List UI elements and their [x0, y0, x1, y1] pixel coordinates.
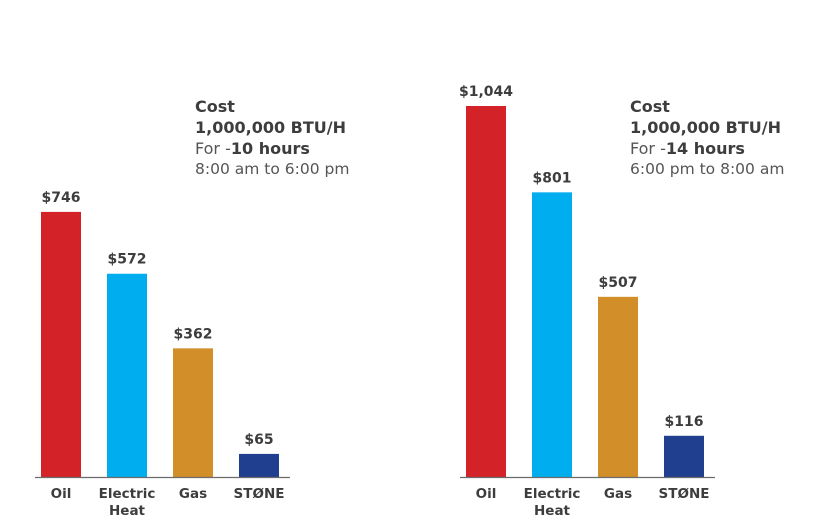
chart-10-hours: $746 Oil $572 Electric Heat $362 Gas $65 STØNE C… [0, 0, 380, 530]
value-label-gas: $362 [174, 326, 213, 342]
category-label-stone: STØNE [234, 486, 285, 502]
category-label-oil: Oil [476, 486, 497, 502]
bar-chart-14-hours: $1,044 Oil $801 Electric Heat $507 Gas $116 STØN… [459, 84, 715, 519]
duration-hours: 10 hours [230, 139, 310, 158]
chart-14-hours: $1,044 Oil $801 Electric Heat $507 Gas $116 STØN… [425, 0, 805, 530]
value-label-oil: $1,044 [459, 84, 513, 100]
cost-annotation: Cost 1,000,000 BTU/H For -14 hours 6:00 … [630, 96, 784, 180]
duration-hours: 14 hours [665, 139, 745, 158]
bar-stone [239, 453, 279, 477]
bar-oil [41, 211, 81, 477]
cost-annotation: Cost 1,000,000 BTU/H For -10 hours 8:00 … [195, 96, 349, 180]
annotation-title: Cost [195, 97, 235, 116]
bar-gas [598, 296, 638, 477]
annotation-duration: For -10 hours [195, 138, 349, 159]
category-label-stone: STØNE [659, 486, 710, 502]
annotation-title: Cost [630, 97, 670, 116]
value-label-electric-heat: $801 [533, 170, 572, 186]
duration-prefix: For - [195, 139, 231, 158]
annotation-time-range: 6:00 pm to 8:00 am [630, 160, 785, 178]
category-label-gas: Gas [179, 486, 207, 502]
bar-gas [173, 348, 213, 477]
value-label-oil: $746 [42, 190, 81, 206]
bar-oil [466, 106, 506, 477]
category-label-oil: Oil [51, 486, 72, 502]
duration-prefix: For - [630, 139, 666, 158]
value-label-stone: $116 [665, 414, 704, 430]
bar-electric-heat [532, 192, 572, 477]
category-label-gas: Gas [604, 486, 632, 502]
annotation-time-range: 8:00 am to 6:00 pm [195, 160, 350, 178]
bar-chart-10-hours: $746 Oil $572 Electric Heat $362 Gas $65 STØNE [35, 190, 290, 519]
annotation-duration: For -14 hours [630, 138, 784, 159]
annotation-subtitle: 1,000,000 BTU/H [630, 118, 781, 137]
value-label-electric-heat: $572 [108, 252, 147, 268]
category-label-electric-heat: Electric Heat [99, 486, 156, 519]
bar-stone [664, 435, 704, 477]
category-label-electric-heat: Electric Heat [524, 486, 581, 519]
annotation-subtitle: 1,000,000 BTU/H [195, 118, 346, 137]
value-label-stone: $65 [244, 432, 273, 448]
value-label-gas: $507 [599, 275, 638, 291]
bar-electric-heat [107, 273, 147, 477]
